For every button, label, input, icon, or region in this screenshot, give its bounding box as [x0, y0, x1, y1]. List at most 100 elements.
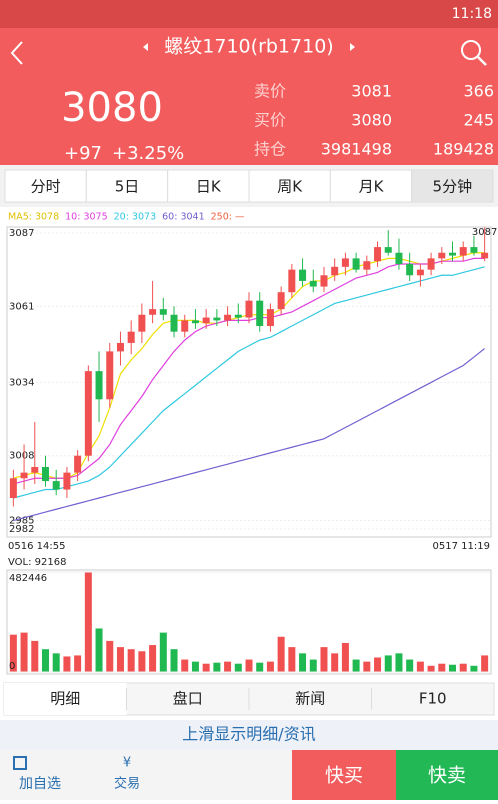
candle-body [470, 247, 478, 253]
action-bar [0, 750, 292, 800]
candle-body [74, 455, 82, 473]
volume-bar [63, 656, 71, 672]
bottom-tab[interactable]: 盘口 [173, 690, 203, 708]
ma-legend: 60: 3041 [162, 212, 205, 223]
trade[interactable]: 交易 [114, 776, 140, 792]
volume-bar [202, 663, 210, 672]
candle-body [224, 314, 232, 321]
candle-body [320, 275, 328, 287]
bottom-tab-active [4, 683, 127, 715]
candle-body [41, 466, 49, 482]
watch-icon [13, 756, 27, 770]
volume-bar [374, 657, 382, 672]
volume-bar [116, 647, 124, 672]
status-bar [0, 0, 498, 28]
change: +97 [64, 143, 102, 164]
volume-bar [159, 632, 167, 672]
ma-line [13, 266, 485, 499]
ma-legend: 20: 3073 [114, 212, 157, 223]
volume-bar [352, 659, 360, 672]
candle-body [116, 342, 124, 352]
search-handle [477, 56, 487, 66]
candle-body [309, 280, 317, 287]
tab-label: 5分钟 [433, 178, 473, 196]
candle-body [299, 269, 307, 281]
candle-body [331, 266, 339, 276]
volume-bar [309, 659, 317, 672]
volume-tick-label: 482446 [9, 573, 47, 584]
candle-body [84, 371, 92, 456]
buy-button[interactable] [292, 750, 396, 800]
quote-label: 持仓 [254, 140, 286, 159]
sell-button[interactable] [396, 750, 498, 800]
candle-body [416, 269, 424, 276]
search[interactable] [461, 40, 481, 60]
candle-body [384, 247, 392, 253]
y-tick-label: 2982 [9, 524, 34, 535]
volume-bar [234, 663, 242, 672]
buy-label: 快买 [325, 765, 363, 787]
volume-bar [277, 636, 285, 672]
tab[interactable] [4, 169, 87, 203]
price: 3080 [61, 85, 163, 131]
watch[interactable]: 加自选 [19, 776, 61, 792]
candle-body [438, 252, 446, 259]
quote-volume: 245 [463, 111, 494, 130]
candle-body [31, 466, 39, 473]
volume-bar [9, 634, 17, 672]
tab[interactable] [411, 169, 494, 203]
volume-bar [449, 664, 457, 672]
volume-bar [459, 663, 467, 672]
candle-body [234, 314, 242, 318]
x-start: 0516 14:55 [8, 541, 65, 552]
candle-body [395, 252, 403, 265]
quote-label: 买价 [254, 111, 286, 130]
candle-body [341, 258, 349, 267]
volume-bar [256, 662, 264, 672]
volume-bar [427, 665, 435, 672]
candle-body [256, 300, 264, 327]
tab-label: 分时 [31, 178, 61, 196]
candle-body [352, 258, 360, 270]
bottom-tab[interactable]: 新闻 [295, 690, 325, 708]
candle-body [277, 292, 285, 310]
y-tick-label: 3061 [9, 301, 34, 312]
tab-label: 日K [196, 178, 222, 196]
volume-panel [6, 569, 492, 675]
volume-bar [106, 640, 114, 672]
volume-bar [84, 572, 92, 672]
y-tick-label: 2985 [9, 516, 34, 527]
sell-label: 快卖 [428, 765, 466, 787]
hint: 上滑显示明细/资讯 [182, 725, 315, 744]
candle-body [52, 481, 60, 490]
quote-label: 卖价 [254, 82, 286, 101]
candle-body [106, 351, 114, 400]
high-label: 3087 [472, 227, 497, 238]
candle-body [374, 247, 382, 262]
candle-body [149, 309, 157, 315]
volume-bar [363, 661, 371, 672]
bottom-tab[interactable]: F10 [419, 690, 447, 708]
candle-body [20, 472, 28, 479]
candle-body [170, 314, 178, 332]
tab-label: 月K [359, 178, 385, 196]
bottom-tab[interactable]: 明细 [50, 690, 80, 708]
quote-volume: 189428 [433, 140, 494, 159]
y-tick-label: 3034 [9, 377, 34, 388]
candle-body [288, 269, 296, 293]
volume-bar [299, 653, 307, 672]
volume-bar [395, 653, 403, 672]
tab[interactable] [85, 169, 169, 203]
candle-body [191, 320, 199, 324]
candle-body [127, 331, 135, 343]
volume-bar [320, 647, 328, 672]
volume-tick-label: 0 [9, 661, 15, 672]
tab-label: 周K [277, 178, 303, 196]
candle-body [406, 264, 414, 276]
ma-legend: MA5: 3078 [8, 212, 59, 223]
volume-bar [266, 661, 274, 672]
candle-body [138, 314, 146, 332]
back-button[interactable] [10, 41, 23, 65]
tab[interactable] [248, 169, 331, 203]
